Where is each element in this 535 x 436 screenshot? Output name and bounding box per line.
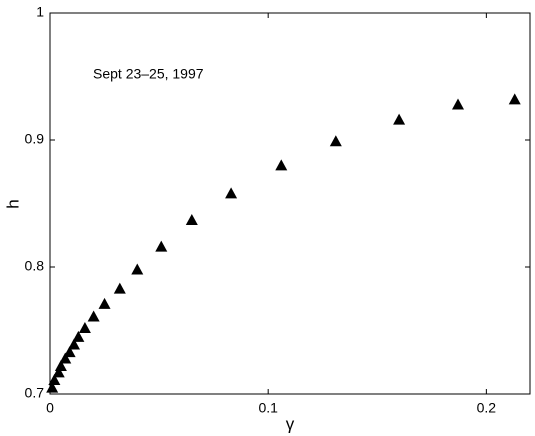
point (72, 330, 85, 342)
point (275, 159, 288, 171)
x-tick-label: 0 (46, 400, 54, 416)
y-tick-label: 0.7 (25, 385, 45, 401)
point (78, 321, 91, 333)
point (68, 338, 80, 350)
point (329, 135, 342, 147)
y-tick-label: 0.9 (25, 131, 45, 147)
point (63, 346, 76, 358)
point (59, 352, 72, 364)
point (48, 374, 61, 386)
point (46, 381, 59, 393)
point (113, 282, 126, 294)
y-tick-label: 1 (36, 4, 44, 20)
y-tick-label: 0.8 (25, 258, 45, 274)
point (98, 297, 111, 309)
x-tick-label: 0.1 (258, 400, 278, 416)
point (155, 240, 168, 252)
point (52, 366, 65, 378)
point (508, 93, 521, 105)
point (225, 187, 238, 199)
point (452, 98, 464, 110)
point (185, 214, 198, 226)
annotation: Sept 23–25, 1997 (93, 66, 204, 82)
x-axis-label: γ (286, 414, 295, 433)
point (87, 310, 100, 322)
x-tick-label: 0.2 (477, 400, 497, 416)
y-axis-label: h (3, 199, 22, 208)
point (393, 113, 406, 125)
point (131, 263, 144, 275)
plot-frame (49, 12, 531, 395)
